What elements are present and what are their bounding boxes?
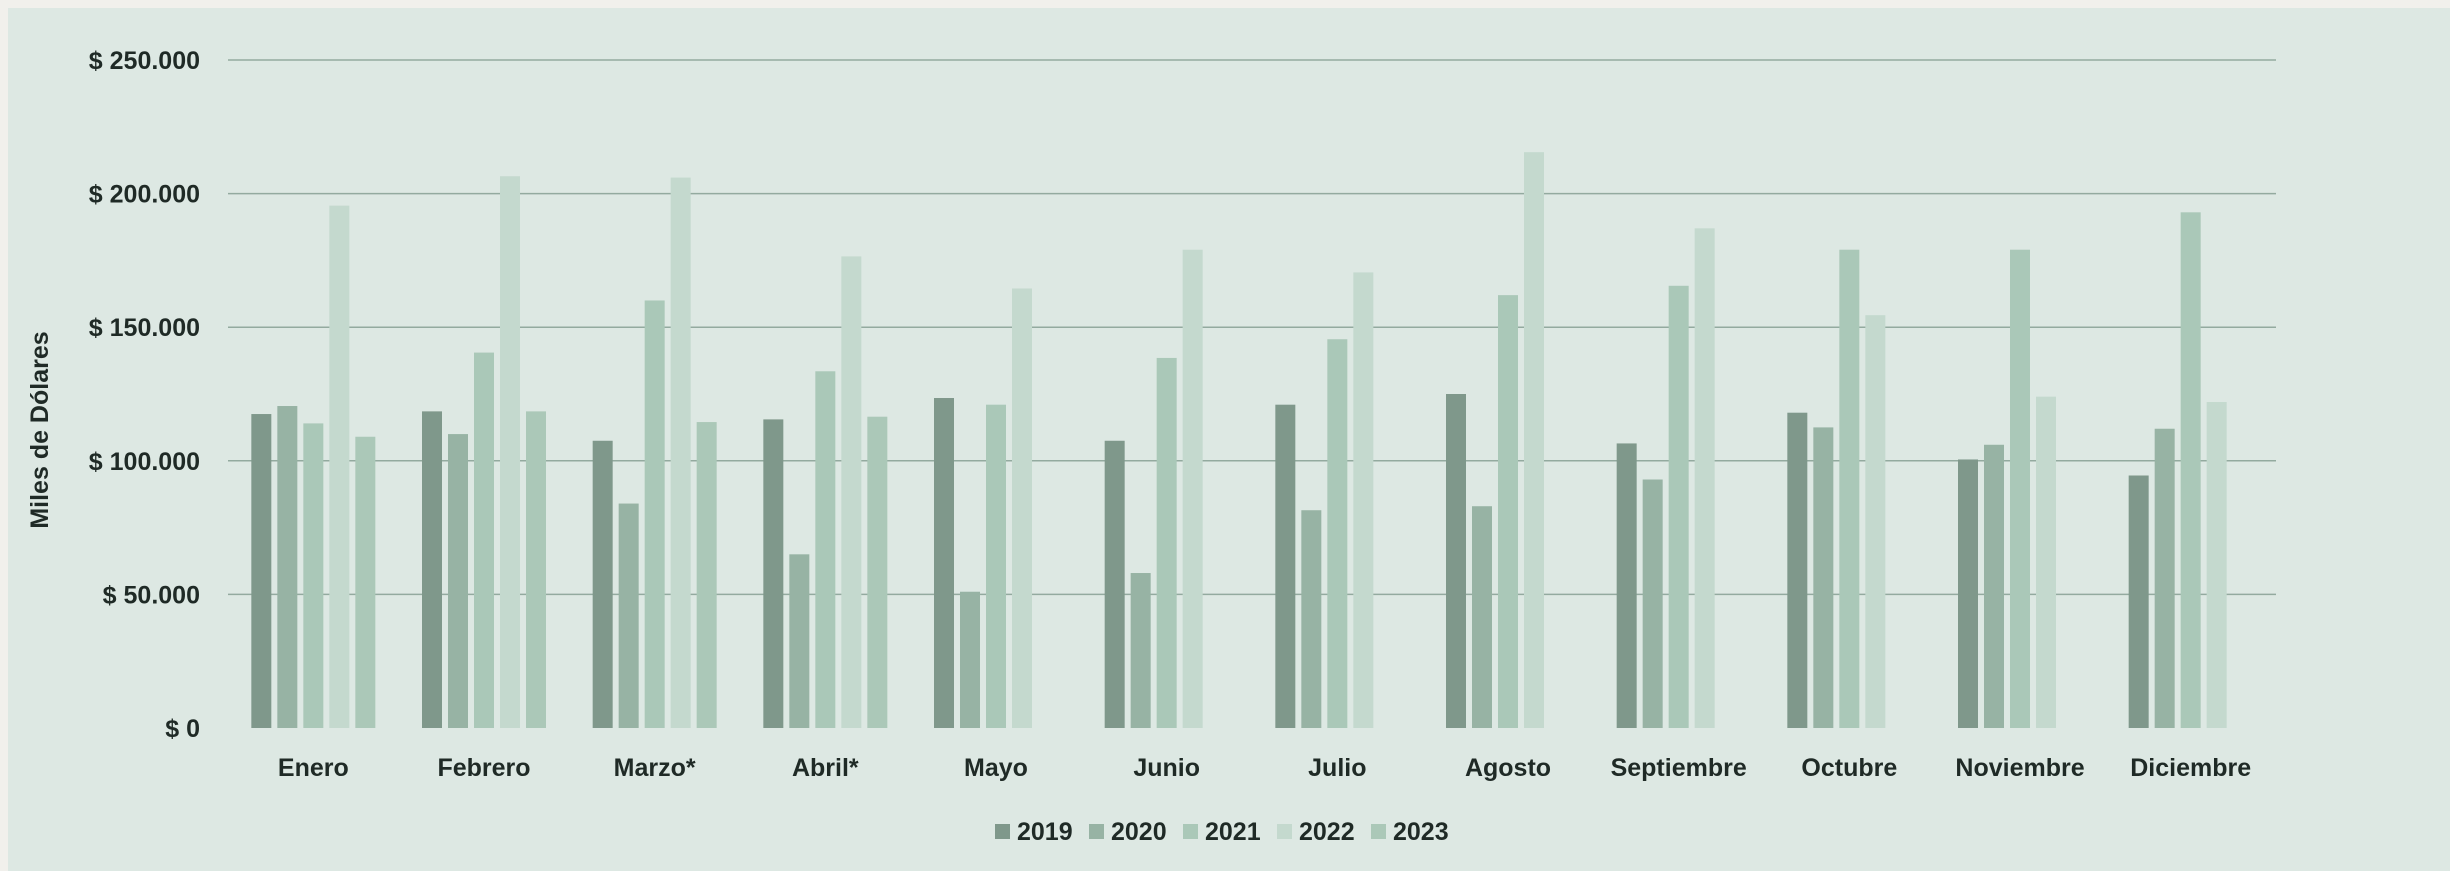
x-tick-label: Septiembre: [1611, 754, 1747, 782]
legend-swatch-2023: [1371, 824, 1386, 839]
bar-2019-4: [934, 398, 954, 728]
x-axis-tick-labels: Enero Febrero Marzo* Abril* Mayo Junio Julio Ag…: [278, 754, 2251, 782]
bar-2022-11: [2206, 402, 2227, 728]
bar-2021-1: [474, 352, 494, 728]
bar-2021-2: [644, 300, 665, 728]
bar-2021-5: [1156, 357, 1177, 728]
bar-2023-2: [696, 422, 717, 728]
bar-2023-1: [526, 411, 546, 728]
bar-2021-7: [1498, 295, 1518, 728]
bars: [251, 152, 2227, 728]
bar-2022-0: [329, 205, 350, 728]
bar-2022-4: [1012, 288, 1032, 728]
bar-2020-0: [277, 406, 298, 728]
legend-swatch-2020: [1089, 824, 1104, 839]
bar-2019-11: [2128, 475, 2149, 728]
bar-2020-2: [618, 503, 639, 728]
legend-label-2023: 2023: [1393, 818, 1449, 846]
y-tick-label: $ 100.000: [89, 448, 200, 476]
x-tick-label: Agosto: [1465, 754, 1551, 782]
x-tick-label: Octubre: [1801, 754, 1897, 782]
legend-label-2021: 2021: [1205, 818, 1261, 846]
bar-2022-6: [1353, 272, 1374, 728]
x-tick-label: Junio: [1133, 754, 1200, 782]
y-tick-label: $ 0: [165, 715, 200, 743]
legend-swatch-2019: [995, 824, 1010, 839]
bar-2021-9: [1839, 249, 1860, 728]
x-tick-label: Diciembre: [2130, 754, 2251, 782]
bar-2022-2: [670, 177, 691, 728]
bar-2019-2: [592, 440, 613, 728]
bar-2019-6: [1275, 404, 1296, 728]
bar-2020-5: [1130, 573, 1151, 728]
bar-2020-7: [1472, 506, 1492, 728]
bar-2022-9: [1865, 315, 1886, 728]
y-axis-title: Miles de Dólares: [26, 331, 54, 528]
bar-2021-3: [815, 371, 836, 728]
bar-2020-11: [2154, 428, 2175, 728]
legend-label-2020: 2020: [1111, 818, 1167, 846]
bar-2021-6: [1327, 339, 1348, 728]
y-tick-label: $ 250.000: [89, 47, 200, 75]
bar-2022-7: [1524, 152, 1544, 728]
bar-2019-1: [422, 411, 442, 728]
y-tick-label: $ 200.000: [89, 181, 200, 209]
bar-2020-8: [1642, 479, 1663, 728]
x-tick-label: Noviembre: [1955, 754, 2084, 782]
bar-2022-5: [1182, 249, 1203, 728]
bar-2019-9: [1787, 412, 1808, 728]
gridlines: [228, 59, 2276, 596]
x-tick-label: Julio: [1308, 754, 1366, 782]
bar-2020-1: [448, 434, 468, 728]
bar-2019-5: [1104, 440, 1125, 728]
bar-2020-4: [960, 591, 980, 728]
bar-2019-7: [1446, 394, 1466, 728]
legend-label-2022: 2022: [1299, 818, 1355, 846]
bar-2019-8: [1616, 443, 1637, 728]
bar-2022-8: [1694, 228, 1715, 728]
bar-2019-0: [251, 414, 272, 728]
bar-2022-1: [500, 176, 520, 728]
legend-swatch-2021: [1183, 824, 1198, 839]
bar-2020-3: [789, 554, 810, 728]
x-tick-label: Abril*: [792, 754, 859, 782]
bar-2023-3: [867, 416, 888, 728]
bar-2021-0: [303, 423, 324, 728]
bar-2021-4: [986, 404, 1006, 728]
bar-2023-0: [355, 436, 376, 728]
bar-2022-10: [2036, 396, 2056, 728]
y-tick-label: $ 50.000: [103, 581, 200, 609]
y-tick-label: $ 150.000: [89, 314, 200, 342]
bar-2020-9: [1813, 427, 1834, 728]
y-axis-tick-labels: $ 0 $ 50.000 $ 100.000 $ 150.000 $ 200.000 $ …: [89, 47, 200, 743]
x-tick-label: Mayo: [964, 754, 1028, 782]
bar-2020-10: [1984, 444, 2004, 728]
bar-2021-11: [2180, 212, 2201, 728]
bar-2020-6: [1301, 510, 1322, 728]
legend: 2019 2020 2021 2022 2023: [995, 818, 1449, 846]
bar-chart: $ 0 $ 50.000 $ 100.000 $ 150.000 $ 200.000 $ …: [26, 47, 2276, 846]
chart-container: $ 0 $ 50.000 $ 100.000 $ 150.000 $ 200.000 $ …: [8, 8, 2450, 871]
x-tick-label: Marzo*: [614, 754, 696, 782]
bar-2019-3: [763, 419, 784, 728]
x-tick-label: Enero: [278, 754, 349, 782]
bar-2019-10: [1958, 459, 1978, 728]
x-tick-label: Febrero: [437, 754, 530, 782]
bar-2021-10: [2010, 249, 2030, 728]
legend-swatch-2022: [1277, 824, 1292, 839]
bar-2022-3: [841, 256, 862, 728]
bar-2021-8: [1668, 285, 1689, 728]
legend-label-2019: 2019: [1017, 818, 1073, 846]
